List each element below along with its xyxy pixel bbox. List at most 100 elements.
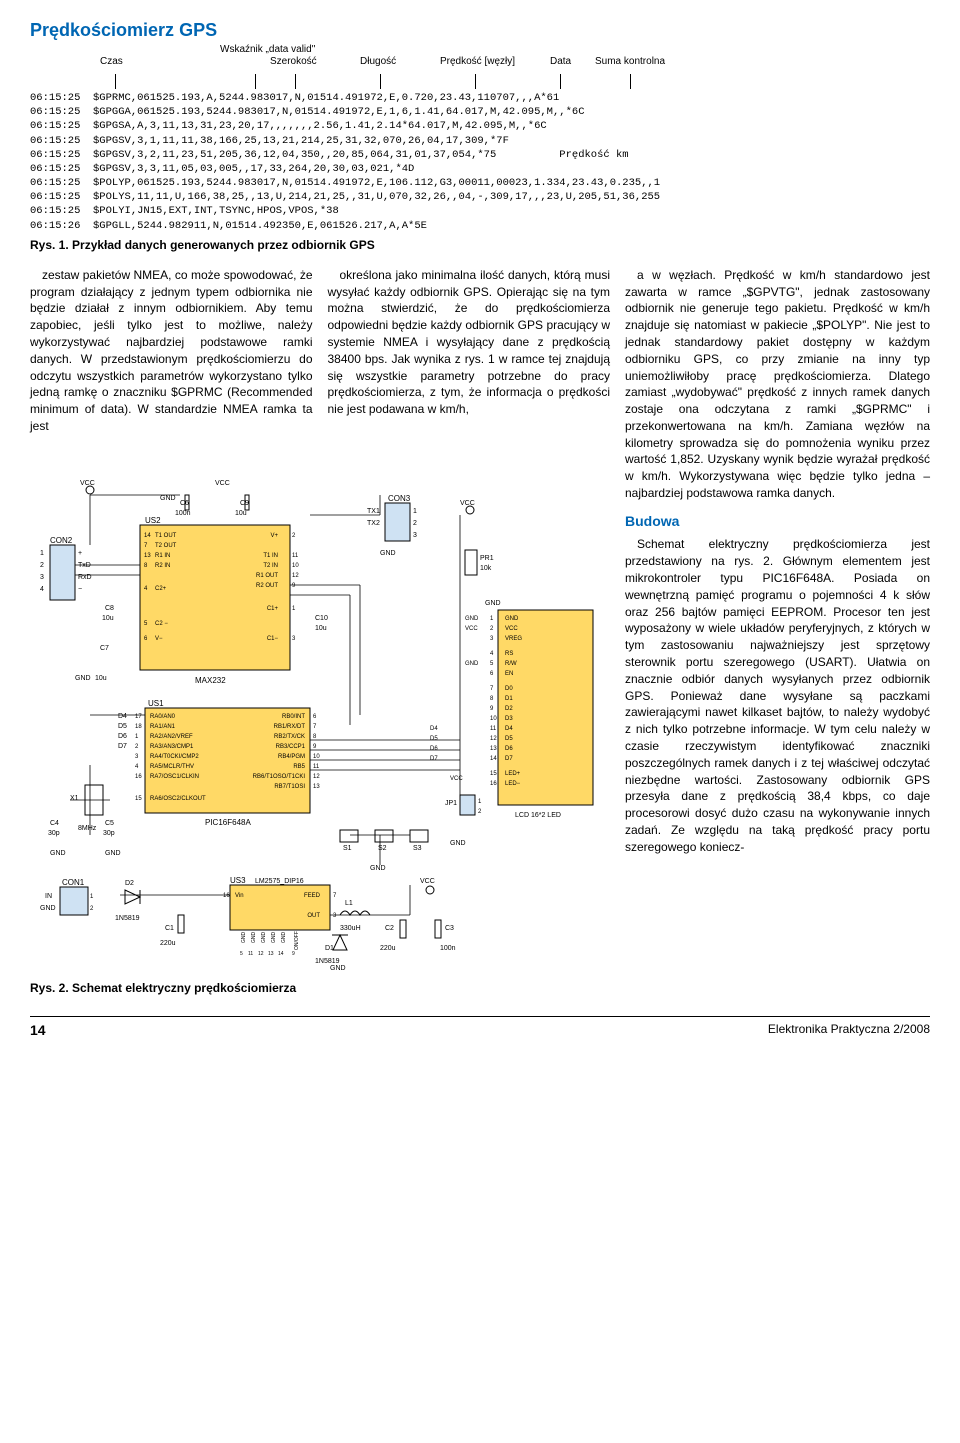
svg-text:RA1/AN1: RA1/AN1 — [150, 724, 176, 730]
svg-text:3: 3 — [135, 754, 139, 760]
svg-text:16: 16 — [490, 781, 497, 787]
svg-text:−: − — [78, 586, 82, 593]
svg-text:VCC: VCC — [420, 878, 435, 885]
svg-text:RA0/AN0: RA0/AN0 — [150, 714, 176, 720]
svg-text:14: 14 — [278, 951, 284, 957]
svg-text:16: 16 — [135, 774, 142, 780]
svg-text:10: 10 — [313, 754, 320, 760]
svg-text:8: 8 — [490, 696, 494, 702]
svg-text:R1 OUT: R1 OUT — [256, 573, 278, 579]
svg-text:V−: V− — [155, 636, 163, 642]
svg-text:RA3/AN3/CMP1: RA3/AN3/CMP1 — [150, 744, 194, 750]
svg-text:US2: US2 — [145, 516, 161, 525]
svg-text:GND: GND — [40, 905, 56, 912]
svg-text:GND: GND — [281, 931, 287, 943]
svg-text:GND: GND — [50, 850, 66, 857]
svg-text:VCC: VCC — [460, 500, 475, 507]
svg-text:D1: D1 — [505, 696, 513, 702]
svg-text:C5: C5 — [105, 820, 114, 827]
svg-text:D3: D3 — [505, 716, 513, 722]
svg-text:GND: GND — [261, 931, 267, 943]
svg-text:6: 6 — [490, 671, 494, 677]
svg-text:D5: D5 — [505, 736, 513, 742]
svg-text:1: 1 — [90, 894, 94, 900]
svg-text:C1−: C1− — [267, 636, 279, 642]
svg-text:GND: GND — [330, 965, 346, 972]
svg-text:C1: C1 — [165, 925, 174, 932]
svg-text:13: 13 — [144, 553, 151, 559]
svg-text:LCD 16*2 LED: LCD 16*2 LED — [515, 812, 561, 819]
svg-text:LED+: LED+ — [505, 771, 521, 777]
svg-text:RA5/MCLR/THV: RA5/MCLR/THV — [150, 764, 194, 770]
svg-text:EN: EN — [505, 671, 513, 677]
svg-text:100n: 100n — [440, 945, 456, 952]
svg-text:PR1: PR1 — [480, 555, 494, 562]
svg-text:US1: US1 — [148, 699, 164, 708]
svg-text:8MHz: 8MHz — [78, 825, 97, 832]
svg-text:1: 1 — [135, 734, 139, 740]
svg-text:11: 11 — [292, 553, 299, 559]
svg-text:C4: C4 — [50, 820, 59, 827]
svg-text:T2 IN: T2 IN — [263, 563, 278, 569]
svg-text:2: 2 — [413, 520, 417, 527]
svg-text:8: 8 — [313, 734, 317, 740]
svg-text:4: 4 — [40, 586, 44, 593]
svg-text:9: 9 — [292, 583, 296, 589]
svg-text:VCC: VCC — [80, 480, 95, 487]
svg-text:D6: D6 — [430, 746, 438, 752]
svg-text:RB7/T1OSI: RB7/T1OSI — [274, 784, 305, 790]
svg-text:RB4/PGM: RB4/PGM — [278, 754, 305, 760]
svg-text:VCC: VCC — [450, 776, 463, 782]
svg-text:3: 3 — [333, 913, 337, 919]
svg-text:GND: GND — [465, 616, 479, 622]
svg-text:TX2: TX2 — [367, 520, 380, 527]
svg-text:GND: GND — [75, 675, 91, 682]
svg-text:2: 2 — [490, 626, 494, 632]
svg-text:5: 5 — [240, 951, 243, 957]
svg-text:R1 IN: R1 IN — [155, 553, 170, 559]
svg-text:10: 10 — [292, 563, 299, 569]
svg-text:5: 5 — [490, 661, 494, 667]
svg-text:S2: S2 — [378, 845, 387, 852]
svg-text:PIC16F648A: PIC16F648A — [205, 818, 251, 827]
svg-text:RA7/OSC1/CLKIN: RA7/OSC1/CLKIN — [150, 774, 199, 780]
svg-text:L1: L1 — [345, 900, 353, 907]
svg-text:30p: 30p — [48, 830, 60, 837]
svg-text:IN: IN — [45, 893, 52, 900]
svg-text:VREG: VREG — [505, 636, 522, 642]
svg-text:17: 17 — [135, 714, 142, 720]
svg-text:4: 4 — [490, 651, 494, 657]
svg-text:12: 12 — [292, 573, 299, 579]
svg-text:Vin: Vin — [235, 893, 244, 899]
svg-text:US3: US3 — [230, 876, 246, 885]
publication: Elektronika Praktyczna 2/2008 — [768, 1022, 930, 1038]
svg-text:CON2: CON2 — [50, 536, 73, 545]
svg-text:OUT: OUT — [307, 913, 320, 919]
nmea-header-labels: Czas Wskaźnik „data valid" Szerokość Dłu… — [100, 56, 930, 91]
svg-text:D7: D7 — [505, 756, 513, 762]
svg-text:7: 7 — [333, 893, 337, 899]
svg-text:13: 13 — [313, 784, 320, 790]
svg-text:C3: C3 — [445, 925, 454, 932]
col3-p2: Schemat elektryczny prędkościomierza jes… — [625, 536, 930, 855]
col1-text: zestaw pakietów NMEA, co może spowodować… — [30, 267, 313, 435]
svg-text:D6: D6 — [505, 746, 513, 752]
svg-text:TX1: TX1 — [367, 508, 380, 515]
col3-p1: a w węzłach. Prędkość w km/h standardowo… — [625, 267, 930, 502]
svg-text:RB6/T1OSO/T1CKI: RB6/T1OSO/T1CKI — [253, 774, 306, 780]
schematic-diagram: CON2 +1 TxD2 RxD3 −4 VCC US2 MAX232 14T1… — [30, 455, 610, 975]
svg-text:GND: GND — [485, 600, 501, 607]
svg-text:1: 1 — [490, 616, 494, 622]
svg-text:100n: 100n — [175, 510, 191, 517]
svg-text:330uH: 330uH — [340, 925, 361, 932]
svg-text:12: 12 — [313, 774, 320, 780]
svg-text:9: 9 — [313, 744, 317, 750]
svg-text:C2 −: C2 − — [155, 621, 168, 627]
svg-text:14: 14 — [490, 756, 497, 762]
svg-text:RB5: RB5 — [293, 764, 305, 770]
svg-text:+: + — [78, 550, 82, 557]
svg-text:T1 IN: T1 IN — [263, 553, 278, 559]
svg-text:D4: D4 — [505, 726, 513, 732]
svg-text:220u: 220u — [160, 940, 176, 947]
page-number: 14 — [30, 1022, 46, 1038]
